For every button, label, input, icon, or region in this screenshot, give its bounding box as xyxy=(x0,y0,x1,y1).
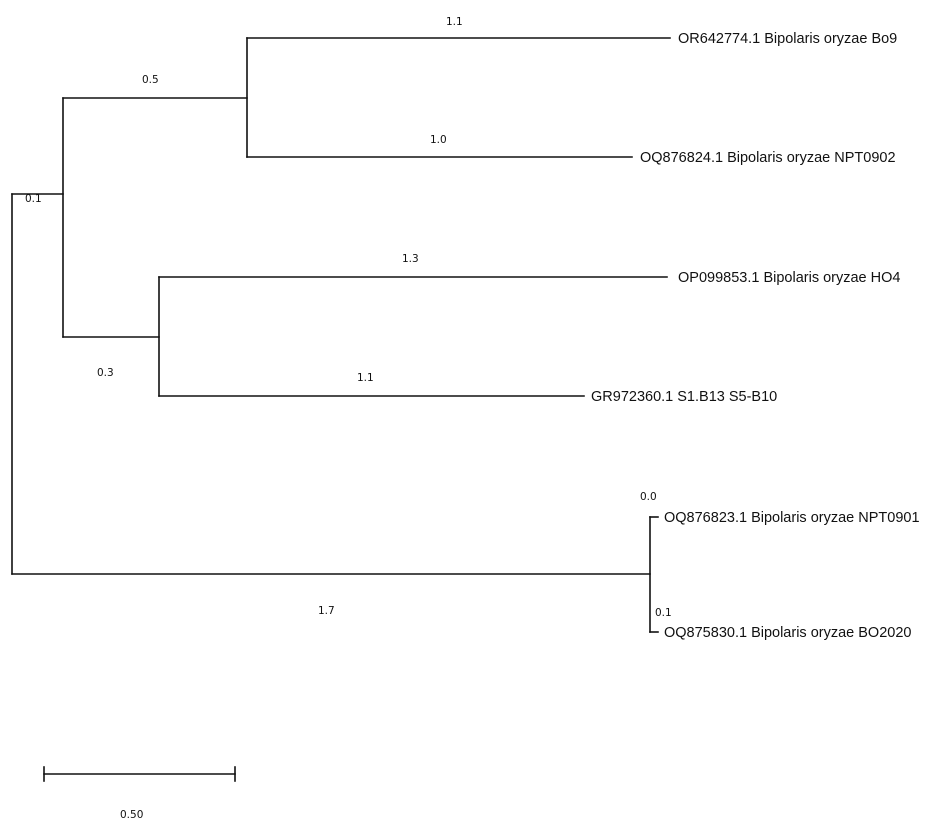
branch-length-npt-clade: 1.7 xyxy=(318,605,335,617)
scale-bar-label: 0.50 xyxy=(120,809,143,820)
branch-length-bo-clade: 0.5 xyxy=(142,74,159,86)
branch-length-bo2020: 0.1 xyxy=(655,607,672,619)
taxon-label-npt0902: OQ876824.1 Bipolaris oryzae NPT0902 xyxy=(640,150,896,166)
branch-length-upper-clade: 0.1 xyxy=(25,193,42,205)
taxon-label-bo9: OR642774.1 Bipolaris oryzae Bo9 xyxy=(678,31,897,47)
taxon-label-bo2020: OQ875830.1 Bipolaris oryzae BO2020 xyxy=(664,625,911,641)
branch-length-gr972360: 1.1 xyxy=(357,372,374,384)
scale-bar: 0.50 xyxy=(43,766,236,820)
branch-length-npt0902: 1.0 xyxy=(430,134,447,146)
branch-length-ho4: 1.3 xyxy=(402,253,419,265)
branch-length-npt0901: 0.0 xyxy=(640,491,657,503)
branch-length-ho-clade: 0.3 xyxy=(97,367,114,379)
taxon-label-npt0901: OQ876823.1 Bipolaris oryzae NPT0901 xyxy=(664,510,920,526)
branch-length-bo9: 1.1 xyxy=(446,16,463,28)
taxon-label-gr972360: GR972360.1 S1.B13 S5-B10 xyxy=(591,389,777,405)
taxon-label-ho4: OP099853.1 Bipolaris oryzae HO4 xyxy=(678,270,900,286)
